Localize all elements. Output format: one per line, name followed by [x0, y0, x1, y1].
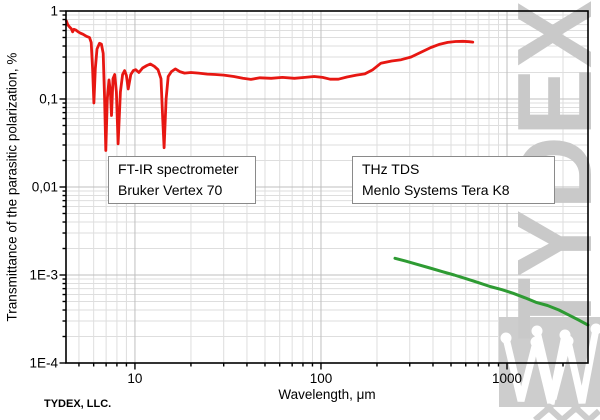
y-tick-label: 1E-4	[29, 355, 58, 371]
y-tick-label: 1	[50, 3, 58, 19]
annotation-line: Bruker Vertex 70	[118, 182, 223, 198]
annotation-line: Menlo Systems Tera K8	[362, 182, 510, 198]
ftir-annotation-box: FT-IR spectrometer Bruker Vertex 70	[108, 156, 256, 204]
y-tick-label: 1E-3	[29, 267, 58, 283]
y-tick-label: 0,1	[39, 91, 58, 107]
annotation-line: FT-IR spectrometer	[118, 161, 239, 177]
x-tick-label: 1000	[491, 371, 523, 386]
company-credit: TYDEX, LLC.	[44, 398, 112, 410]
axis-ticks	[59, 10, 564, 370]
annotation-line: THz TDS	[362, 161, 420, 177]
tydex-w-logo	[499, 317, 600, 420]
series-line-2	[393, 256, 590, 327]
x-tick-label: 100	[309, 371, 333, 386]
thz-annotation-box: THz TDS Menlo Systems Tera K8	[352, 156, 555, 204]
y-tick-label: 0,01	[31, 179, 58, 195]
series-line-1	[65, 19, 475, 152]
x-axis-title: Wavelength, μm	[278, 387, 376, 402]
x-tick-label: 10	[127, 371, 143, 386]
